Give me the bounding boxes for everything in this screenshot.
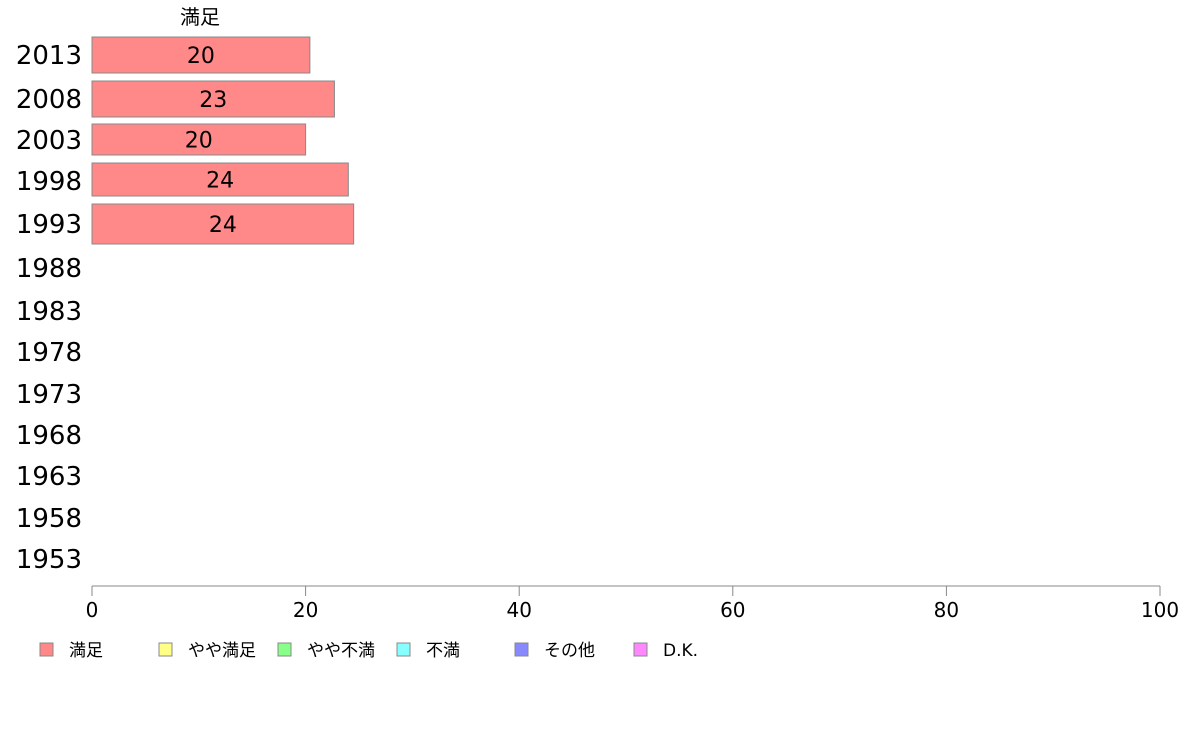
value-label-1998: 24 <box>206 169 234 194</box>
category-label-2013: 2013 <box>16 41 82 71</box>
category-label-1993: 1993 <box>16 210 82 240</box>
category-label-2008: 2008 <box>16 85 82 115</box>
legend-label-5: D.K. <box>663 641 698 661</box>
x-tick-label-20: 20 <box>293 598 318 622</box>
value-label-2013: 20 <box>187 44 215 69</box>
legend-swatch-5 <box>633 642 648 657</box>
value-label-2003: 20 <box>185 129 213 154</box>
legend-label-0: 満足 <box>69 641 103 661</box>
category-label-1988: 1988 <box>16 254 82 284</box>
legend-swatch-3 <box>396 642 411 657</box>
bar-1993 <box>91 203 355 245</box>
bar-1998 <box>91 162 349 197</box>
x-tick-label-40: 40 <box>506 598 531 622</box>
x-tick-label-0: 0 <box>86 598 99 622</box>
x-ticks: 0 20 40 60 80 100 <box>86 586 1179 622</box>
bars <box>91 36 355 245</box>
series-header: 満足 <box>180 5 220 29</box>
x-tick-label-60: 60 <box>720 598 745 622</box>
value-label-1993: 24 <box>209 213 237 238</box>
legend-swatch-0 <box>39 642 54 657</box>
category-label-1998: 1998 <box>16 167 82 197</box>
x-tick-label-100: 100 <box>1141 598 1179 622</box>
value-label-2008: 23 <box>199 88 227 113</box>
legend-swatch-4 <box>514 642 529 657</box>
category-label-1963: 1963 <box>16 462 82 492</box>
legend-label-4: その他 <box>544 641 595 661</box>
bar-2013 <box>91 36 311 74</box>
category-label-1973: 1973 <box>16 380 82 410</box>
legend-swatch-2 <box>277 642 292 657</box>
legend-label-2: やや不満 <box>307 641 375 661</box>
year-labels: 2013 2008 2003 1998 1993 1988 1983 1978 1973 1968… <box>16 41 82 575</box>
category-label-2003: 2003 <box>16 126 82 156</box>
legend-swatch-1 <box>158 642 173 657</box>
x-tick-label-80: 80 <box>934 598 959 622</box>
category-label-1953: 1953 <box>16 545 82 575</box>
category-label-1968: 1968 <box>16 421 82 451</box>
value-labels: 20 23 20 24 24 <box>185 44 237 238</box>
category-label-1958: 1958 <box>16 504 82 534</box>
legend-label-1: やや満足 <box>188 641 256 661</box>
legend-label-3: 不満 <box>426 641 460 661</box>
category-label-1978: 1978 <box>16 338 82 368</box>
category-label-1983: 1983 <box>16 297 82 327</box>
bar-2008 <box>91 80 335 118</box>
legend: 満足 やや満足 やや不満 不満 その他 D.K. <box>39 641 698 661</box>
bar-2003 <box>91 123 307 156</box>
